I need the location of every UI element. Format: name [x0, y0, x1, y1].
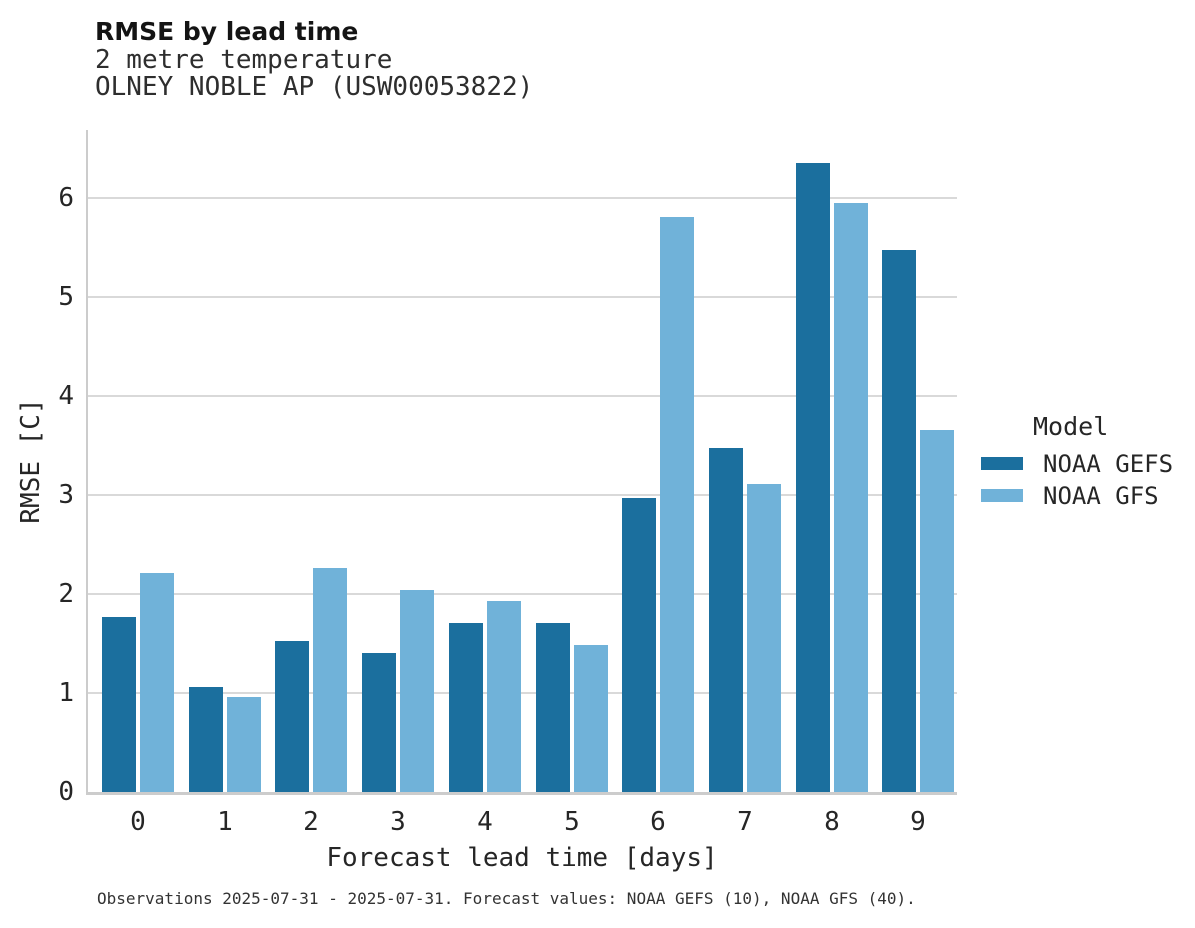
- y-axis-label: RMSE [C]: [16, 398, 46, 524]
- bar-noaa-gfs-lead-0: [140, 573, 174, 792]
- bar-noaa-gefs-lead-7: [709, 448, 743, 792]
- y-tick-label-4: 4: [58, 381, 74, 411]
- bar-noaa-gfs-lead-2: [313, 568, 347, 792]
- legend-entry-gfs: NOAA GFS: [981, 480, 1173, 511]
- gridline-y-1: [88, 692, 957, 694]
- legend-title: Model: [1033, 412, 1109, 441]
- gridline-y-5: [88, 296, 957, 298]
- legend-label-gefs: NOAA GEFS: [1043, 449, 1174, 478]
- gridline-y-2: [88, 593, 957, 595]
- legend-label-gfs: NOAA GFS: [1043, 481, 1159, 510]
- y-tick-label-3: 3: [58, 480, 74, 510]
- bar-noaa-gfs-lead-5: [574, 645, 608, 792]
- gridline-y-4: [88, 395, 957, 397]
- bar-noaa-gefs-lead-1: [189, 687, 223, 792]
- legend-entry-gefs: NOAA GEFS: [981, 448, 1173, 479]
- x-tick-label-9: 9: [910, 807, 926, 837]
- bar-noaa-gefs-lead-4: [449, 623, 483, 792]
- y-tick-label-2: 2: [58, 579, 74, 609]
- bar-noaa-gfs-lead-6: [660, 217, 694, 792]
- bar-noaa-gfs-lead-8: [834, 203, 868, 792]
- y-tick-label-1: 1: [58, 678, 74, 708]
- y-tick-label-0: 0: [58, 777, 74, 807]
- chart-subtitle-variable: 2 metre temperature: [95, 45, 393, 75]
- bar-noaa-gefs-lead-9: [882, 250, 916, 792]
- x-tick-label-5: 5: [564, 807, 580, 837]
- gridline-y-6: [88, 197, 957, 199]
- x-tick-label-4: 4: [477, 807, 493, 837]
- x-tick-label-2: 2: [303, 807, 319, 837]
- x-axis-label: Forecast lead time [days]: [326, 843, 718, 873]
- bar-noaa-gfs-lead-9: [920, 430, 954, 792]
- bar-noaa-gefs-lead-0: [102, 617, 136, 792]
- chart-subtitle-station: OLNEY NOBLE AP (USW00053822): [95, 72, 534, 102]
- bar-noaa-gefs-lead-2: [275, 641, 309, 792]
- x-axis-spine: [86, 792, 957, 795]
- chart-header: RMSE by lead time 2 metre temperature OL…: [95, 17, 533, 101]
- x-tick-label-8: 8: [824, 807, 840, 837]
- legend-swatch-gefs: [981, 457, 1023, 470]
- bar-noaa-gfs-lead-3: [400, 590, 434, 792]
- x-tick-label-0: 0: [130, 807, 146, 837]
- y-tick-label-5: 5: [58, 282, 74, 312]
- bar-noaa-gefs-lead-6: [622, 498, 656, 792]
- x-tick-label-1: 1: [217, 807, 233, 837]
- x-tick-label-7: 7: [737, 807, 753, 837]
- gridline-y-3: [88, 494, 957, 496]
- y-tick-label-6: 6: [58, 183, 74, 213]
- legend: Model NOAA GEFS NOAA GFS: [981, 412, 1173, 511]
- bar-noaa-gefs-lead-8: [796, 163, 830, 792]
- x-tick-label-6: 6: [650, 807, 666, 837]
- bar-noaa-gfs-lead-4: [487, 601, 521, 792]
- caption: Observations 2025-07-31 - 2025-07-31. Fo…: [97, 889, 916, 908]
- bar-noaa-gfs-lead-7: [747, 484, 781, 792]
- legend-swatch-gfs: [981, 489, 1023, 502]
- x-tick-label-3: 3: [390, 807, 406, 837]
- chart-title: RMSE by lead time: [95, 17, 359, 46]
- bar-noaa-gefs-lead-3: [362, 653, 396, 792]
- y-axis-spine: [86, 130, 88, 795]
- bar-noaa-gefs-lead-5: [536, 623, 570, 792]
- bar-noaa-gfs-lead-1: [227, 697, 261, 792]
